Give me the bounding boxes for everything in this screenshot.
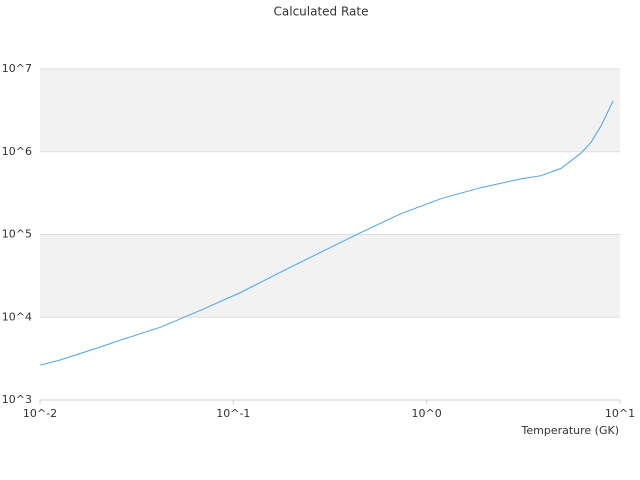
y-tick-label: 10^5 [2, 228, 32, 241]
grid-band [40, 234, 620, 318]
x-tick-label: 10^-2 [23, 407, 57, 420]
grid-band [40, 69, 620, 152]
y-tick-label: 10^6 [2, 145, 32, 158]
x-tick-label: 10^0 [412, 407, 442, 420]
y-tick-label: 10^3 [2, 393, 32, 406]
y-tick-label: 10^7 [2, 62, 32, 75]
y-tick-label: 10^4 [2, 310, 32, 323]
x-tick-label: 10^1 [605, 407, 635, 420]
x-tick-label: 10^-1 [216, 407, 250, 420]
x-axis-label: Temperature (GK) [521, 424, 620, 437]
line-series [39, 100, 614, 366]
chart-title: Calculated Rate [274, 5, 369, 19]
